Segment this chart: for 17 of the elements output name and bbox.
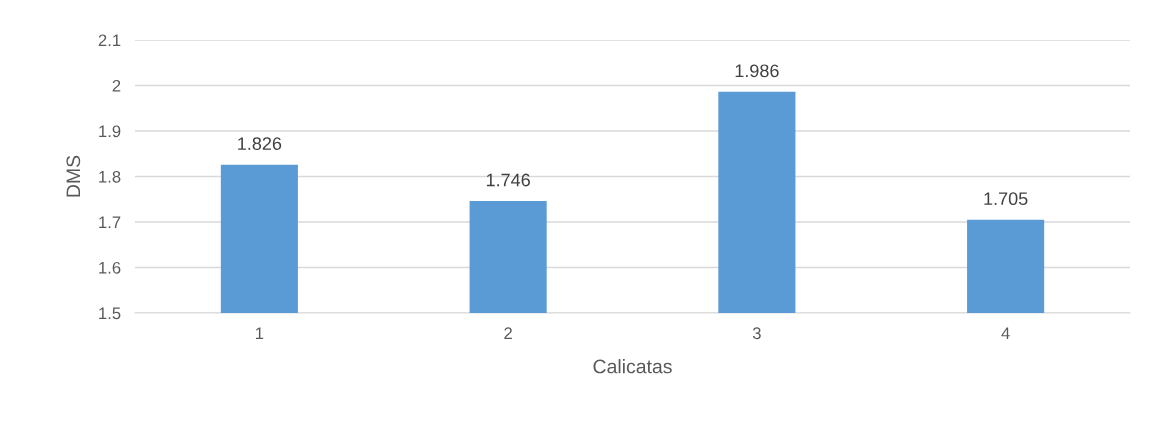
- y-tick-label: 1.7: [99, 216, 121, 229]
- x-tick-label: 2: [504, 327, 512, 339]
- x-tick-label: 3: [752, 327, 761, 340]
- y-tick-label: 1.9: [99, 125, 121, 138]
- x-axis-title: Calicatas: [593, 359, 672, 374]
- y-axis-title: DMS: [66, 155, 81, 197]
- data-label: 1.826: [238, 137, 282, 150]
- y-tick-label: 2: [112, 79, 121, 92]
- x-tick-label: 1: [256, 327, 264, 339]
- y-tick-label: 2.1: [98, 34, 121, 47]
- data-label: 1.705: [984, 192, 1028, 206]
- y-tick-label: 1.8: [99, 170, 121, 183]
- y-tick-label: 1.5: [99, 307, 121, 320]
- x-tick-label: 4: [1001, 327, 1010, 339]
- data-label: 1.746: [486, 173, 530, 187]
- data-label: 1.986: [735, 64, 779, 78]
- y-tick-label: 1.6: [99, 261, 121, 274]
